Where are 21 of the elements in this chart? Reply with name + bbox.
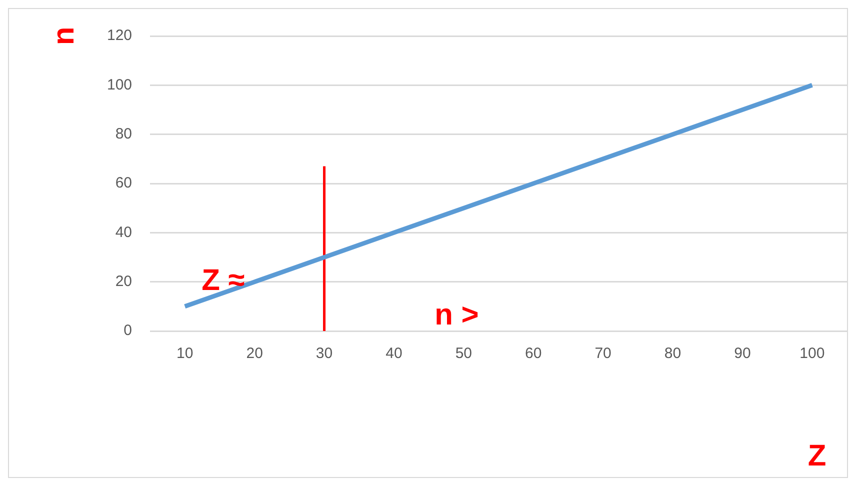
x-axis-title: Z bbox=[808, 439, 826, 472]
x-tick-label: 40 bbox=[386, 345, 402, 362]
x-tick-label: 70 bbox=[594, 345, 612, 362]
x-tick-label: 100 bbox=[800, 345, 825, 362]
y-axis-title: n bbox=[47, 26, 80, 46]
y-tick-label: 0 bbox=[124, 322, 132, 340]
x-tick-label: 80 bbox=[664, 345, 682, 362]
annotation: Z ≈ bbox=[202, 264, 245, 298]
y-tick-label: 120 bbox=[106, 27, 132, 44]
y-tick-label: 40 bbox=[115, 224, 132, 241]
x-tick-label: 50 bbox=[455, 345, 472, 362]
x-tick-label: 30 bbox=[316, 345, 333, 362]
x-tick-label: 90 bbox=[734, 345, 751, 362]
y-tick-label: 80 bbox=[115, 125, 132, 142]
y-tick-label: 20 bbox=[115, 272, 132, 290]
x-tick-label: 60 bbox=[525, 345, 542, 362]
x-tick-label: 20 bbox=[246, 345, 263, 362]
y-tick-label: 60 bbox=[115, 174, 132, 192]
y-tick-label: 100 bbox=[106, 76, 132, 94]
x-tick-label: 10 bbox=[176, 345, 194, 362]
annotation: n > bbox=[434, 298, 479, 332]
